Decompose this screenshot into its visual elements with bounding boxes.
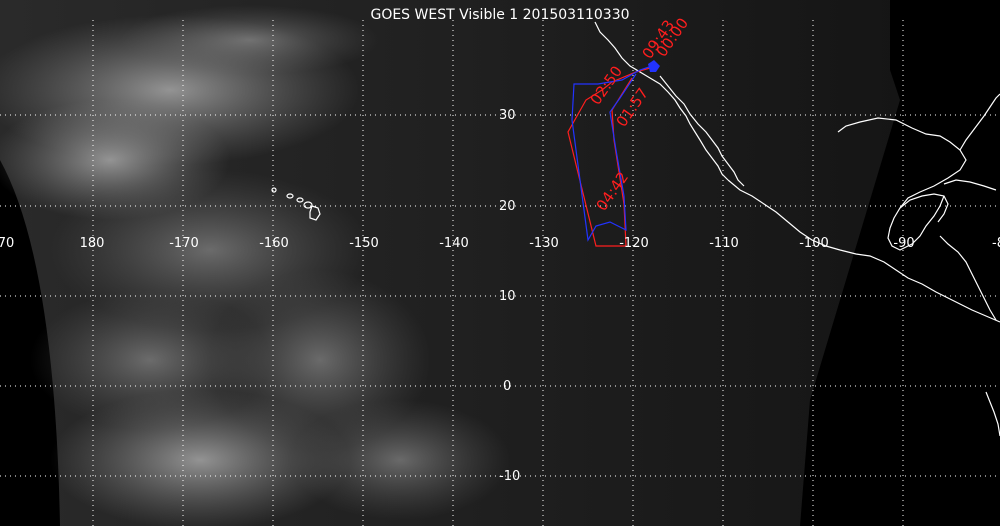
coastlines (271, 21, 1000, 437)
lon-label: 70 (0, 236, 14, 251)
lon-label: -90 (893, 236, 914, 251)
coastline-cuba (943, 179, 997, 191)
satellite-imagery (0, 0, 900, 526)
coastline-gulf-of-california (659, 75, 745, 187)
coastline-yucatan (899, 193, 949, 223)
lon-label: -120 (619, 236, 649, 251)
hawaiian-islands (271, 187, 321, 221)
image-title: GOES WEST Visible 1 201503110330 (370, 7, 629, 23)
lat-label: 10 (499, 289, 516, 304)
lon-label: -160 (259, 236, 289, 251)
start-marker (648, 60, 660, 72)
flight-track-blue (571, 65, 653, 242)
graticule (0, 20, 1000, 526)
lat-label: 30 (499, 108, 516, 123)
lon-label: -8 (992, 236, 1000, 251)
lon-label: -140 (439, 236, 469, 251)
coastline-florida (959, 93, 1000, 151)
lon-label: -170 (169, 236, 199, 251)
lon-label: 180 (80, 236, 105, 251)
coastline-panama-colombia (985, 391, 1000, 437)
longitude-labels: 70 180 -170 -160 -150 -140 -130 -120 -11… (0, 236, 1000, 251)
lat-label: 0 (503, 379, 511, 394)
lat-label: -10 (499, 469, 520, 484)
latitude-labels: 30 20 10 0 -10 (499, 108, 520, 484)
lon-label: -130 (529, 236, 559, 251)
lon-label: -150 (349, 236, 379, 251)
coastline-gulf-of-mexico (837, 117, 967, 251)
coastline-central-america (939, 235, 997, 321)
coastline-mexico-pacific (727, 179, 1000, 323)
coastline-california (594, 21, 729, 181)
lon-label: -100 (799, 236, 829, 251)
lon-label: -110 (709, 236, 739, 251)
lat-label: 20 (499, 199, 516, 214)
